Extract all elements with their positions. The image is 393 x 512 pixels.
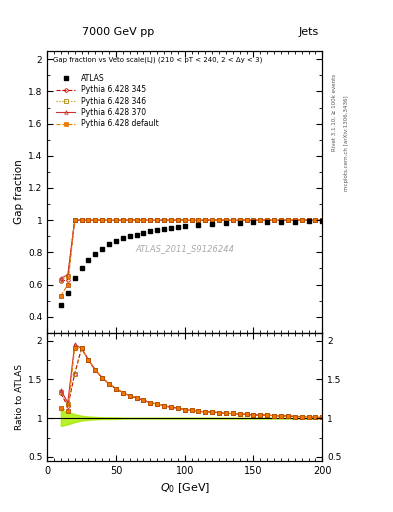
Text: 7000 GeV pp: 7000 GeV pp — [82, 27, 154, 37]
Text: Gap fraction vs Veto scale(LJ) (210 < pT < 240, 2 < Δy < 3): Gap fraction vs Veto scale(LJ) (210 < pT… — [53, 57, 262, 63]
Text: mcplots.cern.ch [arXiv:1306.3436]: mcplots.cern.ch [arXiv:1306.3436] — [344, 96, 349, 191]
Text: Jets: Jets — [298, 27, 318, 37]
Y-axis label: Gap fraction: Gap fraction — [14, 160, 24, 224]
Text: Rivet 3.1.10, ≥ 100k events: Rivet 3.1.10, ≥ 100k events — [332, 74, 337, 151]
Legend: ATLAS, Pythia 6.428 345, Pythia 6.428 346, Pythia 6.428 370, Pythia 6.428 defaul: ATLAS, Pythia 6.428 345, Pythia 6.428 34… — [54, 72, 161, 131]
Text: ATLAS_2011_S9126244: ATLAS_2011_S9126244 — [135, 244, 234, 253]
Y-axis label: Ratio to ATLAS: Ratio to ATLAS — [15, 364, 24, 430]
X-axis label: $Q_0$ [GeV]: $Q_0$ [GeV] — [160, 481, 210, 495]
